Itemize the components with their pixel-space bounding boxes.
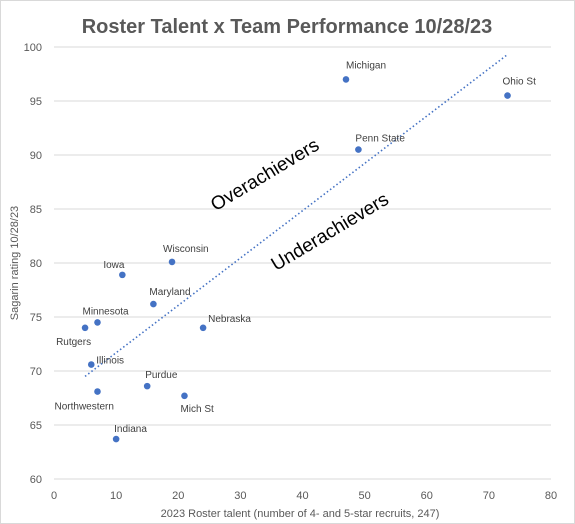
x-tick-label: 60 — [421, 490, 433, 502]
x-tick-label: 40 — [296, 490, 308, 502]
y-tick-label: 75 — [30, 312, 42, 324]
data-point — [119, 271, 126, 279]
data-point — [87, 361, 95, 368]
point-label: Northwestern — [54, 402, 113, 413]
data-point — [94, 388, 101, 395]
gridlines — [54, 46, 551, 480]
data-point — [199, 324, 207, 332]
x-tick-label: 70 — [483, 490, 495, 502]
point-label: Indiana — [114, 424, 147, 435]
x-tick-label: 0 — [51, 490, 57, 502]
x-axis-label: 2023 Roster talent (number of 4- and 5-s… — [161, 508, 440, 520]
data-points — [81, 76, 511, 443]
point-label: Maryland — [149, 287, 190, 298]
y-axis-label: Sagarin rating 10/28/23 — [9, 206, 21, 320]
point-label: Mich St — [180, 404, 214, 415]
point-label: Ohio St — [503, 77, 537, 88]
data-point — [181, 392, 188, 400]
y-tick-label: 65 — [30, 420, 42, 432]
y-tick-label: 95 — [30, 96, 42, 108]
point-label: Minnesota — [82, 306, 129, 317]
point-label: Iowa — [103, 260, 125, 271]
data-point — [504, 92, 511, 99]
x-tick-label: 20 — [172, 490, 184, 502]
y-tick-label: 60 — [30, 474, 42, 486]
x-tick-label: 80 — [545, 490, 557, 502]
point-label: Michigan — [346, 60, 386, 71]
annotation-overachievers: Overachievers — [207, 135, 323, 216]
point-label: Illinois — [96, 356, 124, 367]
point-label: Wisconsin — [163, 244, 209, 255]
data-point — [81, 324, 89, 332]
x-tick-label: 50 — [359, 490, 371, 502]
y-tick-label: 85 — [30, 204, 42, 216]
x-tick-label: 30 — [234, 490, 246, 502]
point-label: Penn State — [355, 134, 405, 145]
data-point — [94, 319, 101, 326]
data-point — [112, 435, 120, 443]
data-point — [168, 258, 176, 266]
trendline-layer — [84, 53, 508, 378]
x-tick-label: 10 — [110, 490, 122, 502]
data-point — [150, 300, 157, 308]
data-point — [355, 146, 362, 153]
y-tick-label: 70 — [30, 366, 42, 378]
tick-labels: 60 65 70 75 80 85 90 95 100 0 10 20 30 40 50 60 70 80 — [24, 42, 557, 502]
y-tick-label: 80 — [30, 258, 42, 270]
y-tick-label: 90 — [30, 150, 42, 162]
data-point — [342, 76, 350, 83]
point-labels: Michigan Ohio St Penn State Wisconsin Iowa Ma… — [54, 60, 536, 435]
data-point — [143, 382, 151, 390]
point-label: Rutgers — [56, 337, 91, 348]
y-tick-label: 100 — [24, 42, 42, 54]
trendline — [84, 53, 508, 378]
chart-title: Roster Talent x Team Performance 10/28/2… — [82, 16, 493, 38]
point-label: Purdue — [145, 370, 178, 381]
point-label: Nebraska — [208, 314, 251, 325]
